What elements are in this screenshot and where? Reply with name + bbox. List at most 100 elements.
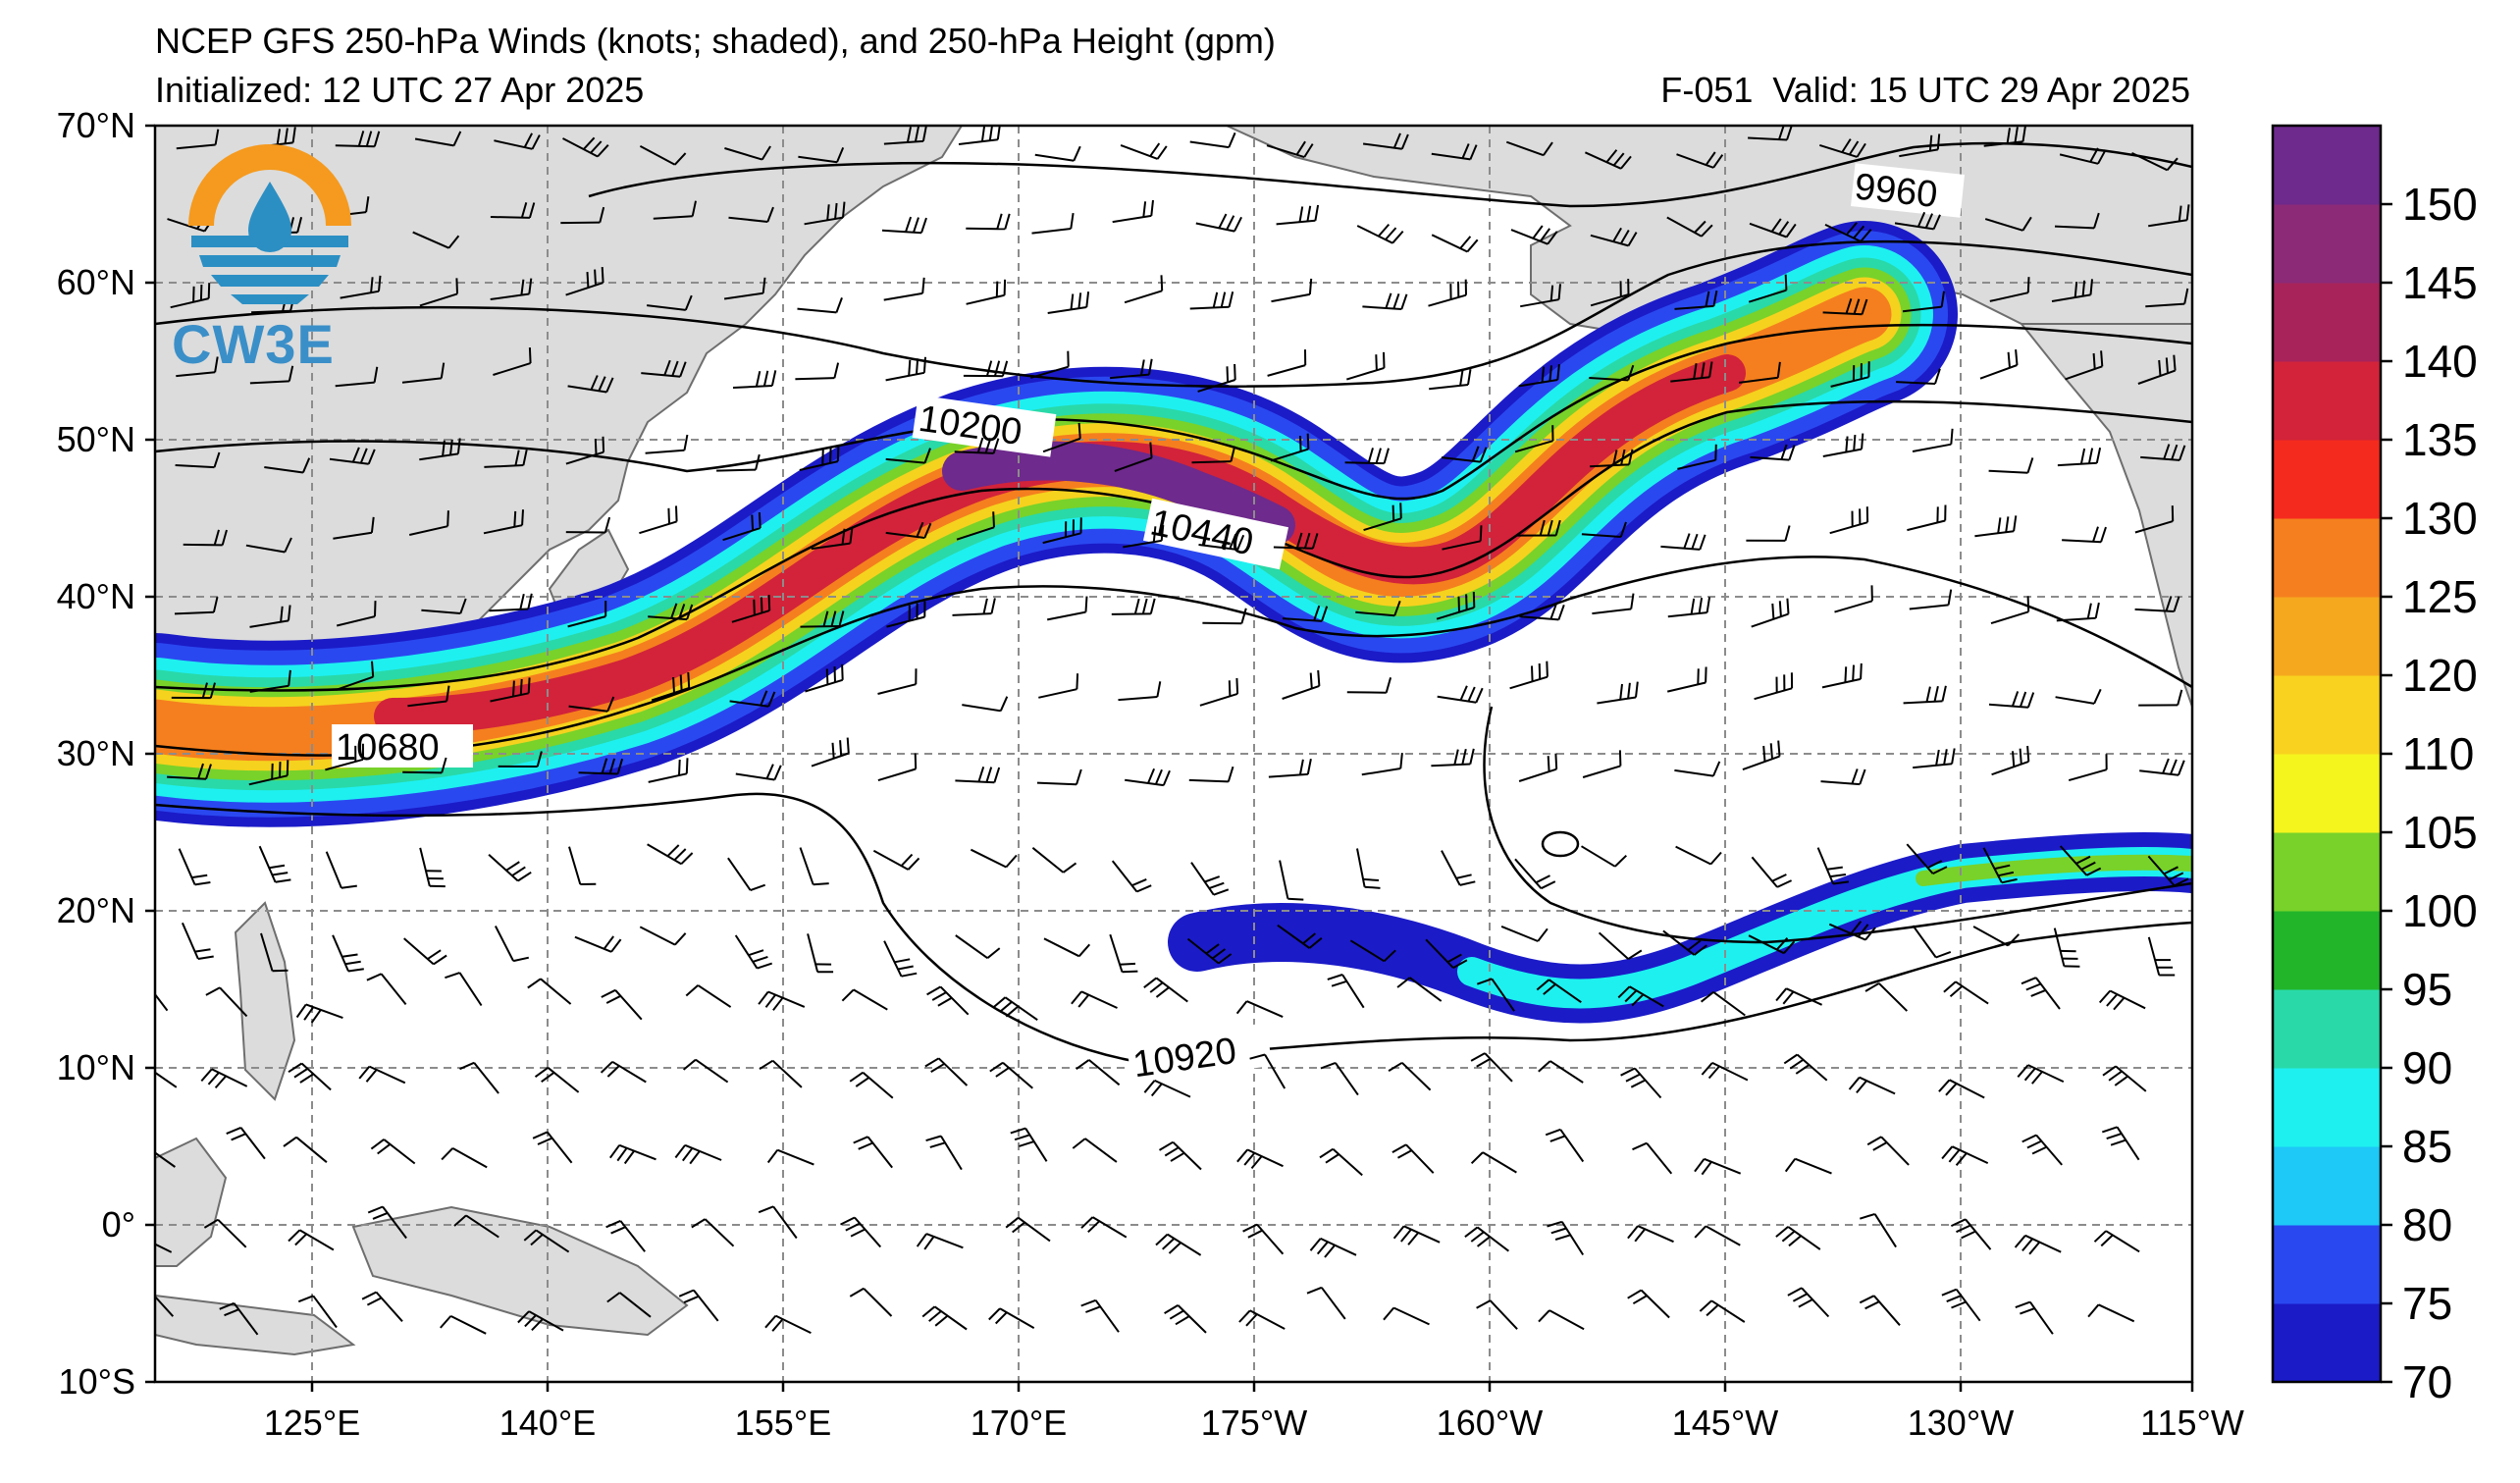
wind-barb (1111, 612, 1151, 615)
latitude-labels: 70°N 60°N 50°N 40°N 30°N 20°N 10°N 0° 10… (57, 105, 135, 1402)
wind-barb-feather (2178, 760, 2185, 776)
wind-barb (1362, 142, 1402, 150)
wind-barb (1821, 677, 1862, 689)
wind-barb (1428, 293, 1467, 307)
wind-barb-feather (993, 767, 1001, 783)
wind-barbs (155, 126, 2190, 1336)
lon-label: 140°E (499, 1403, 596, 1443)
wind-barb (249, 380, 289, 385)
wind-barb-feather (937, 996, 953, 1007)
wind-barb-feather (1306, 1286, 1323, 1295)
wind-barb (490, 216, 530, 219)
colorbar-swatch (2273, 126, 2381, 205)
wind-barb-feather (751, 514, 755, 531)
wind-barb-feather (2100, 526, 2107, 543)
wind-barb-feather (1537, 927, 1549, 942)
wind-barb-feather (825, 668, 829, 685)
wind-barb (1123, 539, 1162, 549)
wind-barb-feather (2023, 1067, 2036, 1082)
wind-barb (1878, 982, 1909, 1012)
wind-barb-feather (1452, 959, 1468, 969)
wind-barb-feather (1218, 213, 1228, 229)
wind-barb (1949, 1079, 1985, 1099)
wind-barb (1320, 1237, 1357, 1256)
wind-barb-feather (1399, 503, 1402, 519)
wind-barb (1431, 763, 1471, 768)
wind-barb (2147, 936, 2161, 976)
wind-barb (877, 683, 917, 695)
wind-barb-feather (1851, 768, 1859, 784)
wind-barb (1913, 763, 1953, 769)
wind-barb-feather (1470, 1052, 1486, 1062)
wind-barb-feather (2013, 515, 2018, 532)
wind-barb-feather (2100, 1234, 2114, 1247)
wind-barb-feather (1459, 369, 1464, 387)
wind-barb (1282, 684, 1320, 700)
wind-barb-feather (1476, 1299, 1492, 1309)
wind-barb-feather (1784, 274, 1788, 291)
wind-barb-feather (194, 948, 211, 953)
wind-barb-feather (1712, 154, 1724, 169)
wind-barb-feather (994, 1311, 1008, 1325)
wind-barb (560, 221, 601, 225)
wind-barb (776, 1148, 814, 1166)
wind-barb-feather (1208, 881, 1225, 890)
wind-barb-feather (839, 740, 843, 757)
wind-barb-feather (992, 438, 1000, 454)
wind-barb-feather (1076, 1059, 1090, 1071)
wind-barb-feather (1143, 1080, 1156, 1093)
wind-barb-feather (1617, 985, 1631, 999)
wind-barb (383, 1139, 416, 1165)
wind-barb (1349, 939, 1386, 963)
wind-barb-feather (1149, 598, 1156, 614)
wind-barb-feather (687, 671, 691, 689)
wind-barb-feather (1694, 1225, 1707, 1239)
wind-barb-feather (1479, 525, 1483, 542)
wind-barb-feather (1226, 215, 1235, 231)
wind-barb-feather (272, 969, 289, 973)
wind-barb (883, 139, 923, 145)
wind-barb (1346, 366, 1385, 381)
wind-barb-feather (923, 448, 931, 463)
wind-barb (1646, 1142, 1673, 1175)
wind-barb (885, 531, 925, 539)
wind-barb (966, 227, 1006, 231)
wind-barb (1335, 1062, 1359, 1096)
wind-barb-feather (916, 1233, 927, 1247)
wind-barb-feather (1375, 448, 1382, 464)
wind-barb-feather (1457, 596, 1460, 612)
wind-barb-feather (984, 438, 992, 453)
wind-barb (1031, 228, 1072, 235)
wind-barb-feather (1706, 1303, 1719, 1317)
wind-barb (2137, 369, 2176, 385)
wind-barb-feather (674, 932, 687, 946)
wind-barb-feather (1385, 292, 1392, 309)
wind-barb-feather (1472, 591, 1476, 609)
wind-barb-feather (1071, 990, 1082, 1005)
wind-barb-feather (2005, 516, 2010, 533)
wind-barb (494, 139, 533, 150)
wind-barb (1822, 448, 1863, 457)
wind-barb-feather (530, 1234, 544, 1246)
wind-barb-feather (766, 206, 774, 223)
wind-barb-feather (1943, 980, 1957, 993)
wind-barb-feather (830, 610, 837, 627)
wind-barb (883, 940, 903, 978)
wind-barb-feather (601, 267, 604, 284)
wind-barb (547, 1067, 580, 1093)
wind-barb-feather (766, 1149, 779, 1164)
wind-barb-feather (988, 1307, 1001, 1321)
lon-label: 175°W (1201, 1403, 1307, 1443)
wind-barb-feather (1309, 1238, 1322, 1251)
wind-barb-feather (1385, 677, 1392, 693)
wind-barb-feather (512, 956, 530, 963)
valid-time-text: Valid: 15 UTC 29 Apr 2025 (1772, 70, 2190, 110)
wind-barb (1431, 152, 1471, 161)
wind-barb-feather (674, 1144, 686, 1159)
wind-barb-feather (1771, 874, 1787, 882)
wind-barb (155, 1295, 175, 1317)
wind-barb-feather (1795, 1064, 1811, 1075)
wind-barb (298, 1229, 335, 1251)
wind-barb-feather (679, 361, 687, 378)
wind-barb-feather (1077, 422, 1081, 439)
